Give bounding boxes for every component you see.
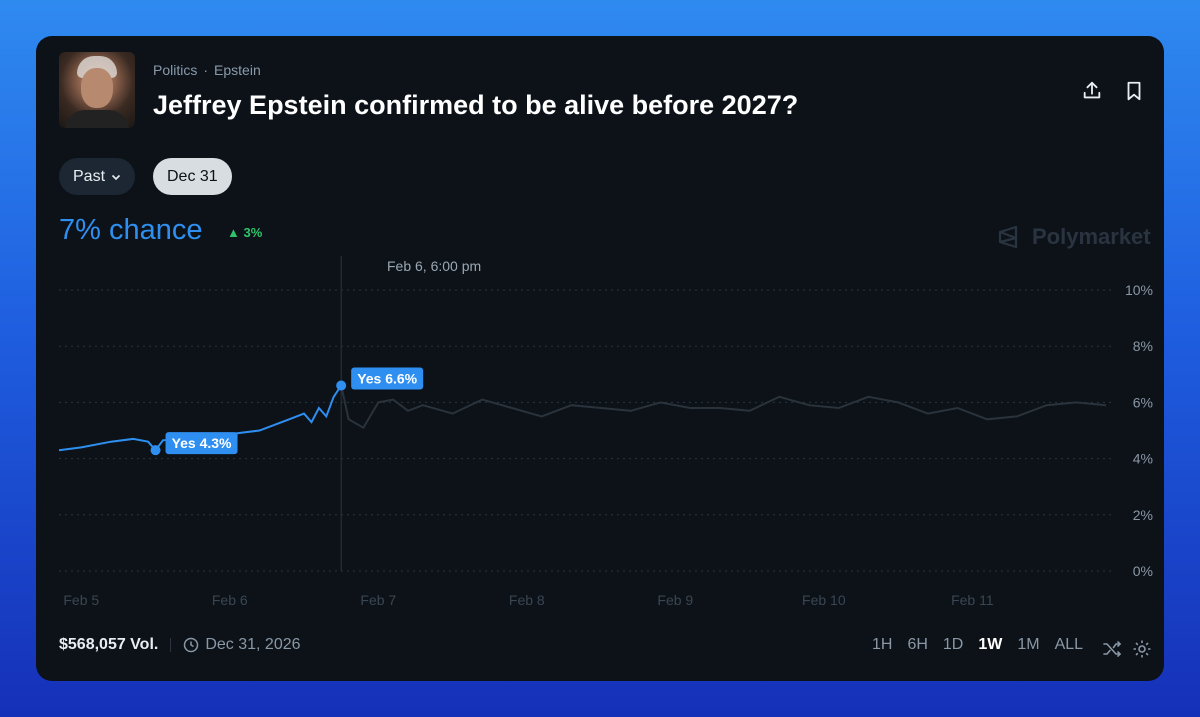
y-tick-label: 8% <box>1133 338 1153 354</box>
market-card: Politics · Epstein Jeffrey Epstein confirm… <box>36 36 1164 681</box>
data-point <box>150 445 161 456</box>
x-tick-label: Feb 7 <box>360 592 396 608</box>
y-tick-label: 0% <box>1133 563 1153 579</box>
price-chart[interactable]: 10% 8% 6% 4% 2% 0% Feb 5 Feb 6 Feb 7 Feb 8 Feb 9 Fe… <box>36 256 1164 636</box>
gear-icon[interactable] <box>1132 639 1152 659</box>
x-tick-label: Feb 11 <box>951 592 994 608</box>
x-tick-label: Feb 10 <box>802 592 846 608</box>
data-point <box>336 380 347 391</box>
share-icon[interactable] <box>1081 80 1103 102</box>
brand-name: Polymarket <box>1032 224 1151 249</box>
time-range-tabs: 1H 6H 1D 1W 1M ALL <box>872 636 1098 654</box>
range-all[interactable]: ALL <box>1054 636 1084 653</box>
chance-value: 7% chance <box>59 214 203 246</box>
y-tick-label: 2% <box>1133 507 1153 523</box>
range-1h[interactable]: 1H <box>872 636 893 653</box>
range-6h[interactable]: 6H <box>907 636 928 653</box>
y-tick-label: 10% <box>1125 282 1153 298</box>
bookmark-icon[interactable] <box>1123 80 1145 102</box>
chance-change: ▲ 3% <box>227 225 262 240</box>
x-tick-label: Feb 5 <box>63 592 99 608</box>
y-tick-label: 4% <box>1133 451 1153 467</box>
chance-change-value: 3% <box>243 225 263 240</box>
market-image <box>59 52 135 128</box>
breadcrumb-politics[interactable]: Politics <box>153 62 198 78</box>
range-1d[interactable]: 1D <box>942 636 964 653</box>
market-title: Jeffrey Epstein confirmed to be alive be… <box>153 90 799 120</box>
polymarket-brand: Polymarket <box>996 224 1151 250</box>
series-line-future <box>340 385 1107 430</box>
past-dropdown[interactable]: Past <box>59 158 136 195</box>
triangle-up-icon: ▲ <box>227 225 240 240</box>
end-date: Dec 31, 2026 <box>183 636 301 654</box>
date-chip[interactable]: Dec 31 <box>153 158 232 195</box>
shuffle-icon[interactable] <box>1102 639 1122 659</box>
annotation-label: Yes 4.3% <box>172 435 232 451</box>
breadcrumb-epstein[interactable]: Epstein <box>214 62 261 78</box>
range-1m[interactable]: 1M <box>1017 636 1040 653</box>
y-tick-label: 6% <box>1133 394 1153 410</box>
breadcrumb: Politics · Epstein <box>153 62 261 78</box>
volume: $568,057 Vol. <box>59 636 159 653</box>
range-1w[interactable]: 1W <box>978 636 1003 653</box>
series-line <box>58 384 343 452</box>
clock-icon <box>184 637 199 653</box>
end-date-value: Dec 31, 2026 <box>205 636 301 653</box>
annotation-label: Yes 6.6% <box>357 371 417 387</box>
polymarket-logo-icon <box>998 225 1018 249</box>
market-footer: $568,057 Vol. Dec 31, 2026 <box>59 636 301 654</box>
past-dropdown-label: Past <box>73 167 106 185</box>
x-tick-label: Feb 6 <box>212 592 248 608</box>
annotation-box <box>351 367 424 390</box>
x-tick-label: Feb 9 <box>657 592 693 608</box>
chevron-down-icon <box>111 174 121 180</box>
hover-timestamp: Feb 6, 6:00 pm <box>387 258 482 274</box>
annotation-box <box>165 432 238 455</box>
x-tick-label: Feb 8 <box>509 592 545 608</box>
